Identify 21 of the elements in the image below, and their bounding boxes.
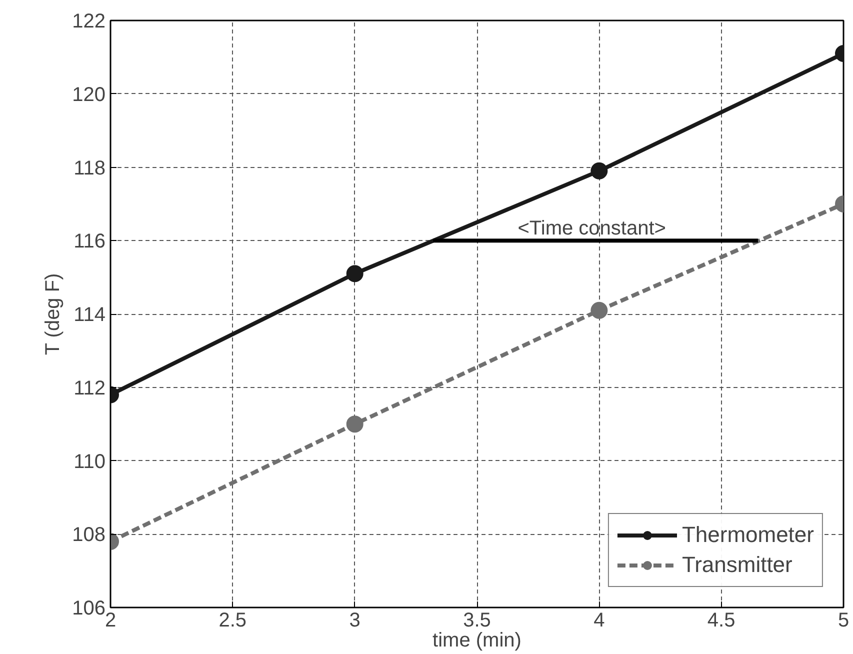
y-tick-label: 110	[74, 450, 106, 473]
y-tick-label: 108	[72, 524, 106, 546]
legend-label: Transmitter	[682, 552, 792, 578]
x-tick-label: 3	[349, 610, 360, 632]
x-tick-label: 4.5	[707, 610, 736, 632]
x-axis-title: time (min)	[432, 630, 522, 652]
y-tick-label: 112	[74, 377, 106, 400]
x-tick-label: 2	[104, 610, 116, 632]
y-tick-label: 122	[72, 10, 106, 32]
y-tick-label: 106	[72, 598, 106, 620]
y-tick-label: 116	[74, 230, 106, 253]
x-tick-label: 2.5	[218, 610, 247, 632]
annotation: <Time constant>	[518, 218, 666, 240]
x-tick-label: 4	[594, 610, 605, 632]
x-tick-label: 5	[838, 610, 850, 632]
y-axis-title: T (deg F)	[42, 273, 64, 356]
x-tick-label: 3.5	[463, 610, 491, 632]
y-tick-label: 114	[74, 304, 106, 326]
legend-label: Thermometer	[682, 522, 814, 548]
y-tick-label: 118	[74, 157, 106, 180]
y-tick-label: 120	[72, 84, 106, 106]
